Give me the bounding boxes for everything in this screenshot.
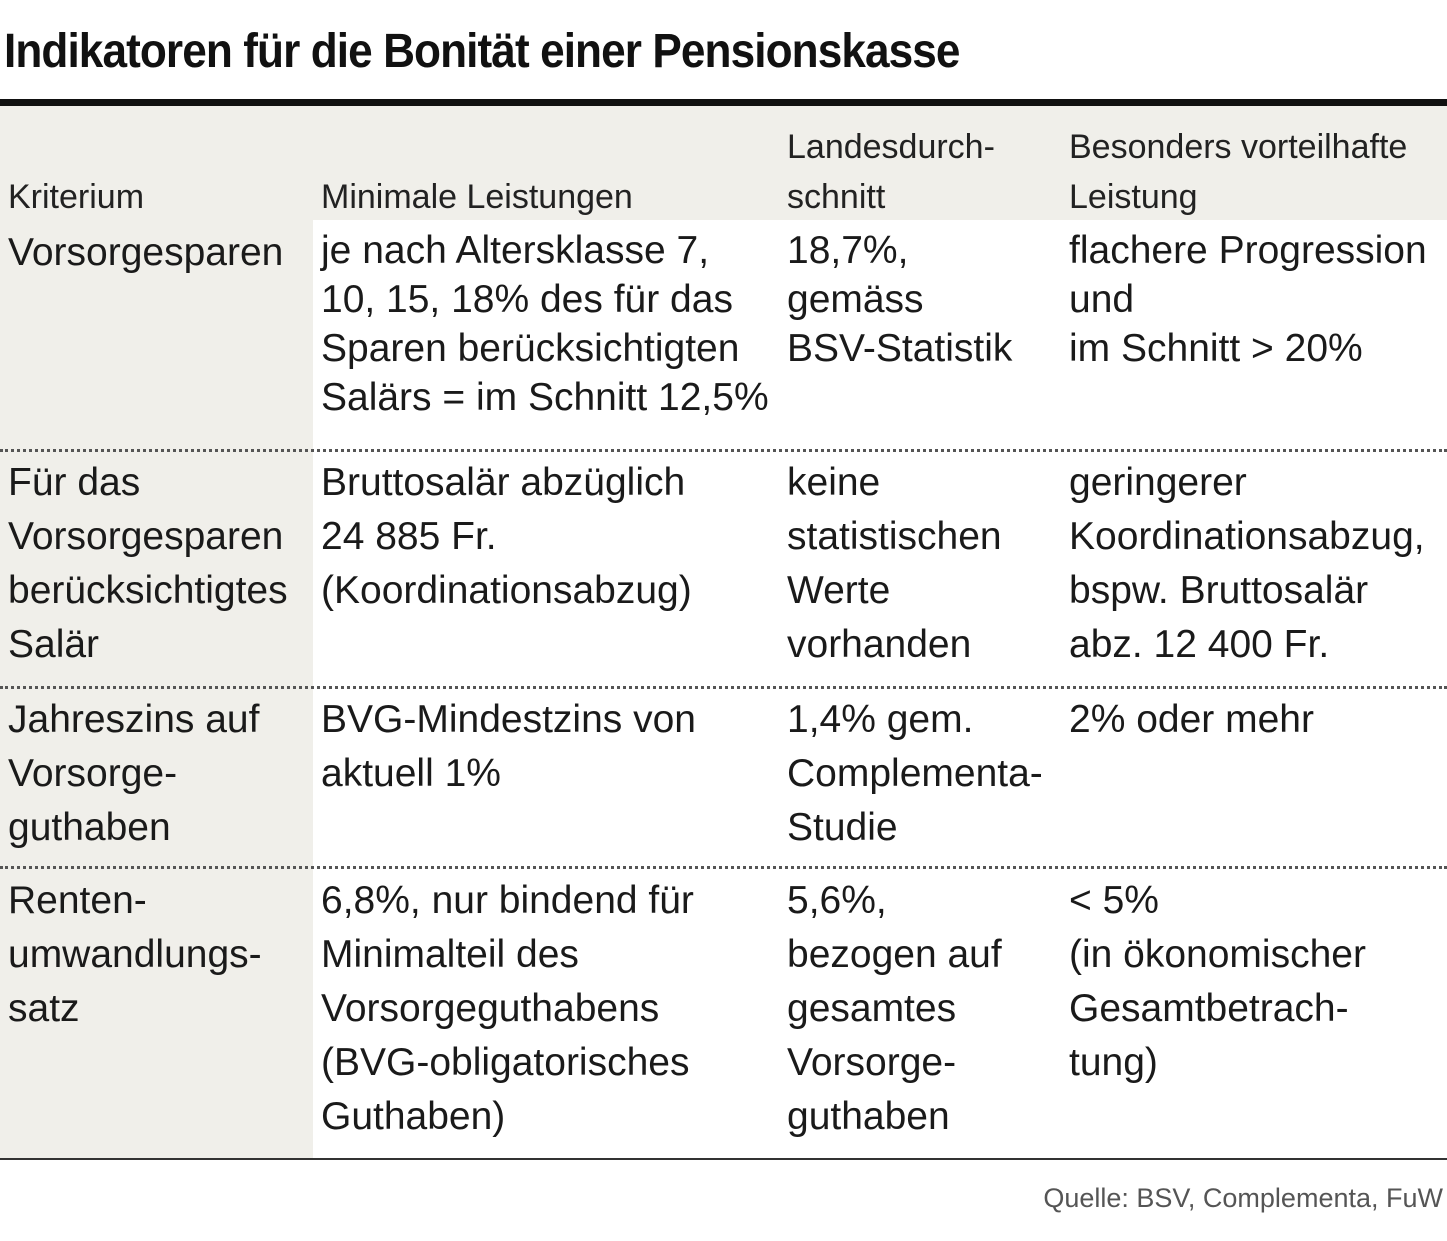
row-separator bbox=[0, 866, 1447, 869]
cell-minimal: Bruttosalär abzüglich 24 885 Fr. (Koordi… bbox=[321, 461, 692, 612]
cell-criterion: Renten- umwandlungs- satz bbox=[8, 879, 262, 1030]
page-title: Indikatoren für die Bonität einer Pensio… bbox=[4, 25, 960, 78]
header-criterion: Kriterium bbox=[8, 178, 145, 216]
cell-criterion: Für das Vorsorgesparen berücksichtigtes … bbox=[8, 461, 288, 666]
header-minimal: Minimale Leistungen bbox=[321, 178, 633, 216]
cell-minimal: 6,8%, nur bindend für Minimalteil des Vo… bbox=[321, 879, 694, 1138]
title-rule bbox=[0, 99, 1447, 106]
row-separator bbox=[0, 449, 1447, 452]
cell-advantageous: < 5% (in ökonomischer Gesamtbetrach- tun… bbox=[1069, 879, 1366, 1084]
cell-average: 5,6%, bezogen auf gesamtes Vorsorge- gut… bbox=[787, 879, 1002, 1138]
cell-advantageous: geringerer Koordinationsabzug, bspw. Bru… bbox=[1069, 461, 1425, 666]
criterion-column-background bbox=[0, 220, 313, 1158]
cell-average: 1,4% gem. Complementa- Studie bbox=[787, 698, 1043, 849]
cell-criterion: Jahreszins auf Vorsorge- guthaben bbox=[8, 698, 260, 849]
header-advantageous: Besonders vorteilhafte Leistung bbox=[1069, 128, 1408, 216]
cell-minimal: BVG-Mindestzins von aktuell 1% bbox=[321, 698, 696, 795]
row-separator bbox=[0, 686, 1447, 689]
table-bottom-rule bbox=[0, 1158, 1447, 1160]
cell-average: 18,7%, gemäss BSV-Statistik bbox=[787, 229, 1013, 370]
cell-advantageous: flachere Progression und im Schnitt > 20… bbox=[1069, 229, 1427, 370]
cell-criterion: Vorsorgesparen bbox=[8, 231, 284, 274]
cell-minimal: je nach Altersklasse 7, 10, 15, 18% des … bbox=[321, 229, 769, 419]
table-header-background bbox=[0, 106, 1447, 220]
header-average: Landesdurch- schnitt bbox=[787, 128, 995, 216]
cell-advantageous: 2% oder mehr bbox=[1069, 698, 1314, 741]
source-note: Quelle: BSV, Complementa, FuW bbox=[1043, 1183, 1443, 1213]
cell-average: keine statistischen Werte vorhanden bbox=[787, 461, 1002, 666]
